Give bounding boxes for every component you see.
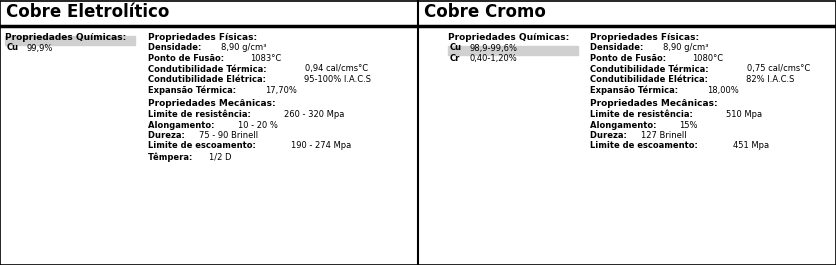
Text: Cobre Cromo: Cobre Cromo	[424, 3, 545, 21]
Text: 127 Brinell: 127 Brinell	[640, 131, 686, 140]
Text: 1083°C: 1083°C	[250, 54, 281, 63]
Text: 8,90 g/cm³: 8,90 g/cm³	[662, 43, 707, 52]
Text: Propriedades Físicas:: Propriedades Físicas:	[589, 33, 698, 42]
Text: Cobre Eletrolítico: Cobre Eletrolítico	[6, 3, 169, 21]
Text: 190 - 274 Mpa: 190 - 274 Mpa	[291, 142, 351, 151]
Text: 98,9-99,6%: 98,9-99,6%	[470, 43, 517, 52]
Text: 0,94 cal/cms°C: 0,94 cal/cms°C	[304, 64, 368, 73]
Text: 0,75 cal/cms°C: 0,75 cal/cms°C	[746, 64, 809, 73]
Text: 510 Mpa: 510 Mpa	[726, 110, 762, 119]
Text: 18,00%: 18,00%	[706, 86, 738, 95]
Text: Propriedades Físicas:: Propriedades Físicas:	[148, 33, 257, 42]
Text: Densidade:: Densidade:	[148, 43, 204, 52]
Text: 82% I.A.C.S: 82% I.A.C.S	[745, 75, 793, 84]
Text: 0,40-1,20%: 0,40-1,20%	[470, 54, 517, 63]
Text: Cu: Cu	[7, 43, 19, 52]
Text: Alongamento:: Alongamento:	[589, 121, 659, 130]
Text: 17,70%: 17,70%	[265, 86, 297, 95]
Text: 8,90 g/cm³: 8,90 g/cm³	[221, 43, 266, 52]
Text: Limite de escoamento:: Limite de escoamento:	[589, 142, 700, 151]
Text: 1080°C: 1080°C	[691, 54, 722, 63]
Bar	[447, 36, 578, 45]
Text: Propriedades Mecânicas:: Propriedades Mecânicas:	[148, 99, 275, 108]
Text: Propriedades Químicas:: Propriedades Químicas:	[5, 33, 126, 42]
Text: Propriedades Químicas:: Propriedades Químicas:	[447, 33, 568, 42]
Text: Dureza:: Dureza:	[148, 131, 187, 140]
Text: Limite de resistência:: Limite de resistência:	[148, 110, 253, 119]
Text: Densidade:: Densidade:	[589, 43, 645, 52]
Text: Ponto de Fusão:: Ponto de Fusão:	[589, 54, 668, 63]
Text: Condutibilidade Térmica:: Condutibilidade Térmica:	[148, 64, 269, 73]
Text: Alongamento:: Alongamento:	[148, 121, 217, 130]
Text: Expansão Térmica:: Expansão Térmica:	[148, 86, 239, 95]
Text: 15%: 15%	[679, 121, 697, 130]
Text: Condutibilidade Elétrica:: Condutibilidade Elétrica:	[148, 75, 268, 84]
Text: Propriedades Mecânicas:: Propriedades Mecânicas:	[589, 99, 716, 108]
Bar	[0, 0, 836, 26]
Text: Condutibilidade Elétrica:: Condutibilidade Elétrica:	[589, 75, 710, 84]
Text: Expansão Térmica:: Expansão Térmica:	[589, 86, 681, 95]
Text: Ponto de Fusão:: Ponto de Fusão:	[148, 54, 227, 63]
Text: 99,9%: 99,9%	[27, 43, 54, 52]
Bar	[5, 36, 135, 45]
Text: 95-100% I.A.C.S: 95-100% I.A.C.S	[303, 75, 370, 84]
Text: Dureza:: Dureza:	[589, 131, 629, 140]
Text: 10 - 20 %: 10 - 20 %	[237, 121, 277, 130]
Text: Cu: Cu	[450, 43, 461, 52]
Text: Têmpera:: Têmpera:	[148, 152, 195, 161]
Text: Limite de escoamento:: Limite de escoamento:	[148, 142, 258, 151]
Text: 260 - 320 Mpa: 260 - 320 Mpa	[284, 110, 344, 119]
Text: Limite de resistência:: Limite de resistência:	[589, 110, 695, 119]
Text: 75 - 90 Brinell: 75 - 90 Brinell	[199, 131, 258, 140]
Bar	[447, 46, 578, 55]
Text: 1/2 D: 1/2 D	[209, 152, 232, 161]
Text: Condutibilidade Térmica:: Condutibilidade Térmica:	[589, 64, 711, 73]
Text: Cr: Cr	[450, 54, 460, 63]
Text: 451 Mpa: 451 Mpa	[732, 142, 768, 151]
